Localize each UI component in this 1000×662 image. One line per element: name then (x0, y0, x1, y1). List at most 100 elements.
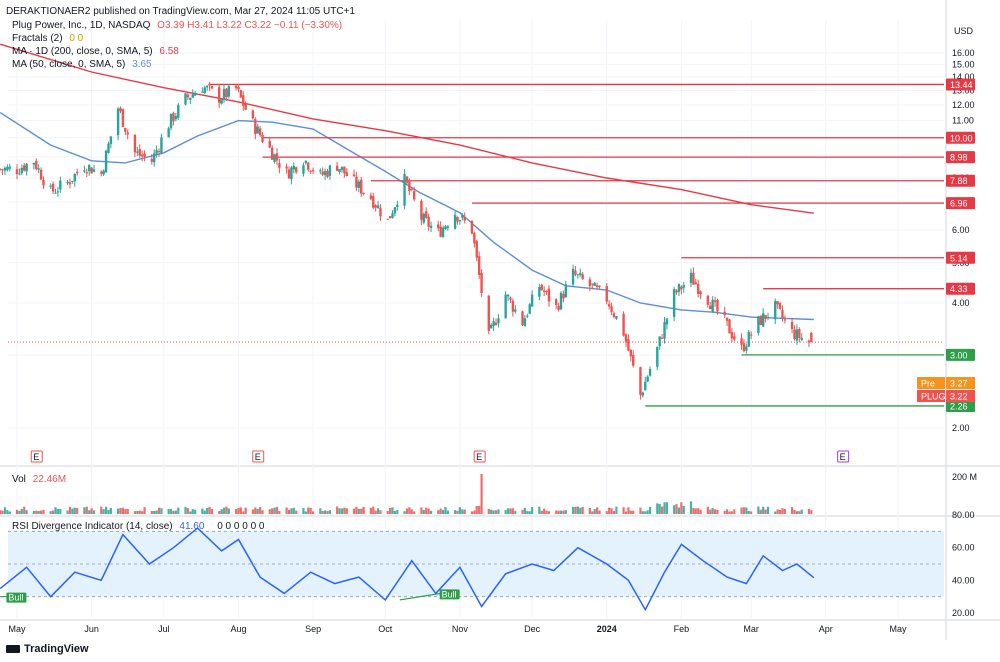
candle-body[interactable] (66, 181, 69, 184)
candle-body[interactable] (446, 226, 450, 229)
candle-body[interactable] (107, 143, 110, 153)
candle-body[interactable] (605, 286, 608, 302)
candle-body[interactable] (376, 205, 380, 209)
candle-body[interactable] (357, 181, 361, 188)
candle-body[interactable] (157, 150, 161, 152)
candle-body[interactable] (268, 141, 271, 148)
candle-body[interactable] (456, 216, 459, 222)
candle-body[interactable] (143, 153, 146, 157)
candle-body[interactable] (492, 321, 495, 326)
level-badge-10.00[interactable] (946, 131, 975, 144)
candle-body[interactable] (227, 86, 231, 97)
candle-body[interactable] (56, 191, 60, 193)
candle-body[interactable] (239, 90, 243, 98)
candle-body[interactable] (193, 93, 197, 96)
candle-body[interactable] (581, 274, 584, 279)
horizontal-levels-layer[interactable] (8, 83, 944, 407)
price-tick-label[interactable]: 11.00 (952, 116, 974, 126)
candle-body[interactable] (615, 316, 618, 319)
candle-body[interactable] (699, 291, 702, 295)
candle-body[interactable] (345, 172, 348, 177)
currency-label[interactable]: USD (954, 26, 974, 36)
candle-body[interactable] (244, 103, 247, 110)
candle-body[interactable] (644, 381, 647, 391)
candle-body[interactable] (497, 318, 500, 324)
candle-body[interactable] (133, 134, 137, 153)
candle-body[interactable] (49, 185, 52, 187)
candle-body[interactable] (764, 314, 767, 319)
candle-body[interactable] (646, 376, 649, 382)
time-tick-label[interactable]: Dec (524, 624, 541, 634)
candle-body[interactable] (311, 170, 315, 172)
candle-body[interactable] (405, 176, 409, 183)
candle-body[interactable] (54, 192, 57, 194)
price-tick-label[interactable]: 15.00 (952, 60, 975, 70)
candle-body[interactable] (562, 293, 565, 299)
candle-body[interactable] (71, 180, 74, 182)
candle-body[interactable] (275, 153, 279, 161)
candle-body[interactable] (352, 174, 356, 176)
candle-body[interactable] (273, 154, 276, 162)
candle-body[interactable] (102, 170, 105, 175)
earnings-marker[interactable] (30, 450, 43, 463)
candle-body[interactable] (725, 317, 729, 321)
candle-body[interactable] (557, 305, 560, 310)
candle-body[interactable] (680, 286, 683, 290)
candle-body[interactable] (427, 216, 430, 227)
candle-body[interactable] (261, 135, 264, 142)
candle-body[interactable] (287, 169, 291, 179)
candle-body[interactable] (104, 150, 108, 173)
candle-body[interactable] (545, 290, 548, 292)
candle-body[interactable] (639, 367, 642, 395)
candle-body[interactable] (458, 220, 462, 222)
candle-body[interactable] (425, 211, 428, 218)
candle-body[interactable] (307, 162, 310, 170)
candle-body[interactable] (169, 113, 173, 129)
candle-body[interactable] (610, 306, 613, 312)
candle-body[interactable] (412, 191, 416, 200)
level-badge-8.98[interactable] (946, 151, 975, 164)
candle-body[interactable] (439, 226, 442, 237)
candle-body[interactable] (155, 150, 158, 154)
symbol-legend[interactable]: Plug Power, Inc., 1D, NASDAQ O3.39 H3.41… (12, 20, 342, 31)
candle-body[interactable] (559, 292, 563, 310)
time-tick-label[interactable]: Mar (743, 624, 759, 634)
candle-body[interactable] (189, 97, 192, 100)
candle-body[interactable] (511, 300, 515, 312)
candle-body[interactable] (682, 285, 685, 288)
candle-body[interactable] (766, 317, 770, 319)
candle-body[interactable] (184, 93, 187, 105)
candle-body[interactable] (177, 104, 180, 118)
candle-body[interactable] (429, 225, 433, 228)
candle-body[interactable] (759, 315, 762, 325)
time-tick-label[interactable]: Apr (819, 624, 833, 634)
candle-body[interactable] (713, 300, 717, 302)
candle-body[interactable] (88, 165, 91, 172)
candle-body[interactable] (470, 220, 474, 234)
candle-body[interactable] (360, 179, 363, 194)
candle-body[interactable] (20, 167, 24, 174)
candle-body[interactable] (90, 167, 93, 174)
fractals-legend[interactable]: Fractals (2) 0 0 (12, 33, 83, 44)
candle-body[interactable] (480, 272, 483, 293)
candle-body[interactable] (595, 285, 599, 288)
candle-body[interactable] (172, 112, 175, 122)
candle-body[interactable] (254, 119, 257, 135)
candle-body[interactable] (25, 163, 28, 172)
time-tick-label[interactable]: 2024 (597, 624, 617, 634)
earnings-marker[interactable] (473, 450, 486, 463)
candle-body[interactable] (612, 313, 616, 317)
candle-body[interactable] (92, 169, 96, 172)
ma50-legend[interactable]: MA (50, close, 0, SMA, 5) 3.65 (12, 59, 152, 70)
candle-body[interactable] (709, 305, 712, 310)
price-tick-label[interactable]: 14.00 (952, 72, 975, 82)
candle-body[interactable] (372, 196, 375, 208)
candle-body[interactable] (338, 168, 341, 172)
candle-body[interactable] (203, 87, 206, 93)
candle-body[interactable] (386, 218, 389, 220)
candle-body[interactable] (59, 180, 62, 190)
candle-body[interactable] (242, 95, 245, 106)
time-tick-label[interactable]: Aug (230, 624, 246, 634)
candle-body[interactable] (323, 171, 327, 176)
candle-body[interactable] (369, 195, 373, 199)
